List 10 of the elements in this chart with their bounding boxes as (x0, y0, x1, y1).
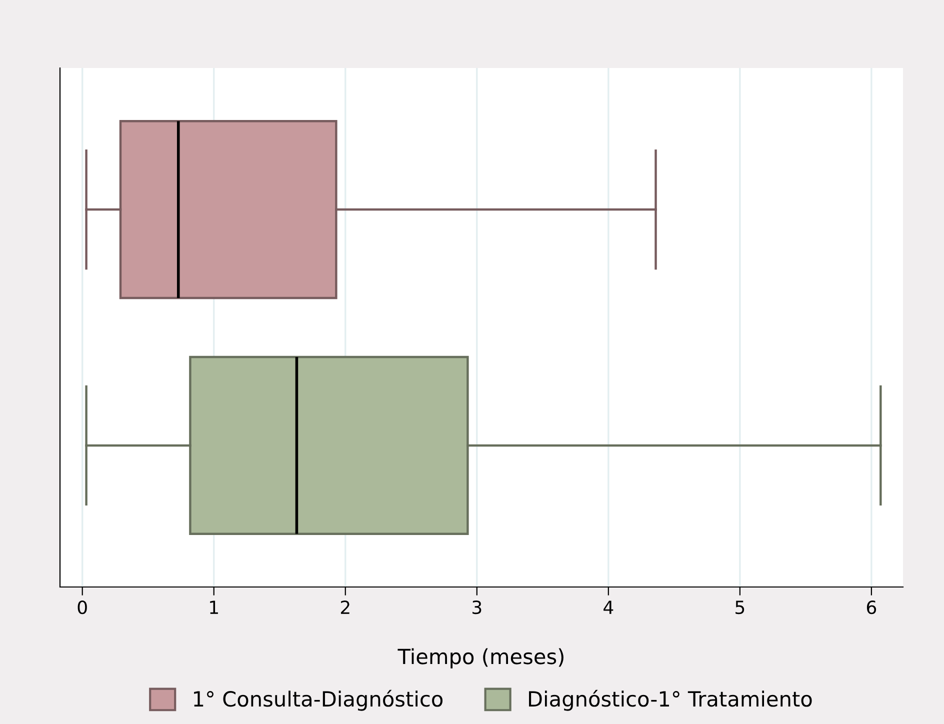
legend-label: 1° Consulta-Diagnóstico (194, 690, 443, 711)
x-tick-label: 1 (210, 600, 218, 614)
x-tick-label: 4 (604, 600, 614, 614)
x-axis-title: Tiempo (meses) (398, 648, 564, 668)
x-tick-label: 5 (736, 600, 744, 614)
x-tick-label: 0 (78, 600, 87, 614)
x-tick-label: 2 (340, 600, 350, 614)
x-tick-label: 6 (866, 600, 876, 614)
legend-label: Diagnóstico-1° Tratamiento (529, 690, 812, 711)
x-tick-label: 3 (472, 600, 482, 614)
